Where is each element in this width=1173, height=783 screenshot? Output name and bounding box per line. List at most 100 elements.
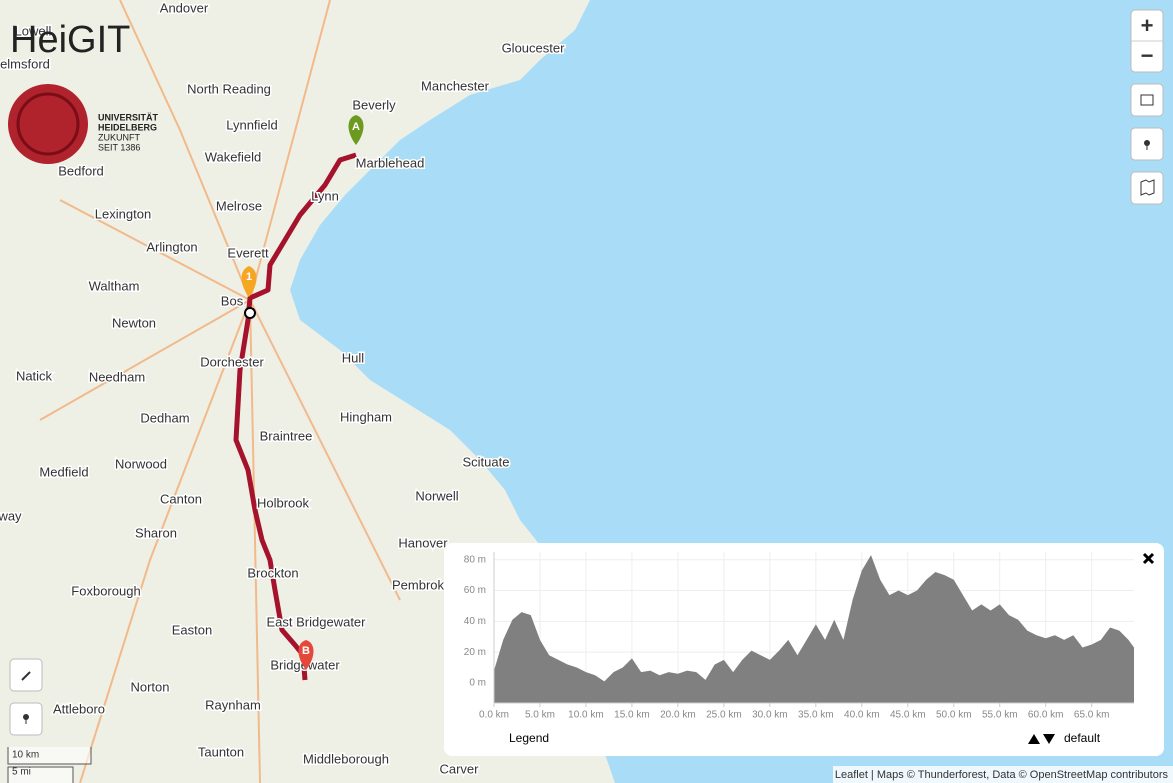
place-label: Pembrok bbox=[392, 577, 445, 592]
y-tick-label: 0 m bbox=[469, 678, 486, 689]
place-label: Sharon bbox=[135, 525, 177, 540]
place-labels: Andover Lowell elmsford Gloucester Mancheste… bbox=[0, 0, 567, 778]
side-button[interactable] bbox=[1130, 127, 1164, 161]
x-tick-label: 60.0 km bbox=[1028, 710, 1064, 721]
logo-text: HeiGIT bbox=[10, 19, 130, 61]
x-tick-label: 10.0 km bbox=[568, 710, 604, 721]
place-label: elmsford bbox=[0, 56, 50, 71]
x-tick-label: 50.0 km bbox=[936, 710, 972, 721]
university-seal bbox=[8, 84, 88, 164]
side-button[interactable] bbox=[9, 658, 43, 692]
legend-title: Legend bbox=[509, 731, 549, 745]
place-label: Foxborough bbox=[71, 583, 140, 598]
marker-label: A bbox=[352, 121, 360, 133]
place-label: East Bridgewater bbox=[267, 614, 367, 629]
x-tick-label: 20.0 km bbox=[660, 710, 696, 721]
x-tick-label: 5.0 km bbox=[525, 710, 555, 721]
place-label: Lowell bbox=[15, 23, 52, 38]
zoom-control: + − bbox=[1130, 9, 1164, 73]
place-label: Norwood bbox=[115, 456, 167, 471]
place-label: Braintree bbox=[260, 428, 313, 443]
marker-b[interactable]: B bbox=[298, 640, 314, 670]
place-label: Bos bbox=[221, 293, 244, 308]
place-label: Middleborough bbox=[303, 751, 389, 766]
scale-label: 5 mi bbox=[12, 767, 31, 778]
place-label: Melrose bbox=[216, 198, 262, 213]
attribution-box bbox=[833, 766, 1173, 783]
y-tick-label: 60 m bbox=[464, 585, 486, 596]
place-label: Lexington bbox=[95, 206, 151, 221]
place-label: Everett bbox=[227, 245, 269, 260]
place-label: Waltham bbox=[89, 278, 140, 293]
place-label: Arlington bbox=[146, 239, 197, 254]
place-label: Hanover bbox=[398, 535, 448, 550]
place-label: Lynn bbox=[311, 188, 339, 203]
side-button[interactable] bbox=[9, 702, 43, 736]
elevation-area bbox=[494, 555, 1134, 703]
place-label: Newton bbox=[112, 315, 156, 330]
y-tick-label: 80 m bbox=[464, 554, 486, 565]
place-label: Gloucester bbox=[502, 40, 566, 55]
scale-label: 10 km bbox=[12, 750, 39, 761]
place-label: Scituate bbox=[463, 454, 510, 469]
place-label: Raynham bbox=[205, 697, 261, 712]
place-label: Natick bbox=[16, 368, 53, 383]
place-label: Norton bbox=[130, 679, 169, 694]
place-label: Beverly bbox=[352, 97, 396, 112]
side-button[interactable] bbox=[1130, 83, 1164, 117]
place-label: North Reading bbox=[187, 81, 271, 96]
legend-entry: default bbox=[1064, 731, 1101, 745]
place-label: Brockton bbox=[247, 565, 298, 580]
place-label: Taunton bbox=[198, 744, 244, 759]
zoom-in[interactable]: + bbox=[1141, 13, 1154, 38]
x-tick-label: 35.0 km bbox=[798, 710, 834, 721]
x-tick-label: 15.0 km bbox=[614, 710, 650, 721]
university-text: SEIT 1386 bbox=[98, 142, 140, 152]
place-label: Andover bbox=[160, 0, 209, 15]
scale-km bbox=[7, 747, 92, 765]
roads bbox=[39, 0, 401, 783]
waypoint[interactable] bbox=[244, 307, 256, 319]
place-label: Marblehead bbox=[356, 155, 425, 170]
university-text: HEIDELBERG bbox=[98, 122, 157, 132]
place-label: way bbox=[0, 508, 22, 523]
place-label: Wakefield bbox=[205, 149, 262, 164]
place-label: Bedford bbox=[58, 163, 104, 178]
place-label: Attleboro bbox=[53, 701, 105, 716]
place-label: Lynnfield bbox=[226, 117, 278, 132]
place-label: Norwell bbox=[415, 488, 458, 503]
x-tick-label: 25.0 km bbox=[706, 710, 742, 721]
side-button[interactable] bbox=[1130, 171, 1164, 205]
x-tick-label: 30.0 km bbox=[752, 710, 788, 721]
place-label: Hingham bbox=[340, 409, 392, 424]
place-label: Holbrook bbox=[257, 495, 310, 510]
scale-mi bbox=[7, 766, 74, 783]
x-tick-label: 55.0 km bbox=[982, 710, 1018, 721]
attribution: Leaflet | Maps © Thunderforest, Data © O… bbox=[835, 769, 1169, 781]
legend-toggle[interactable] bbox=[1028, 734, 1055, 744]
place-label: Dedham bbox=[140, 410, 189, 425]
y-tick-label: 20 m bbox=[464, 647, 486, 658]
marker-label: 1 bbox=[246, 271, 252, 283]
place-label: Dorchester bbox=[200, 354, 264, 369]
elevation-chart: 0 m 20 m 40 m 60 m 80 m 0.0 km 5.0 km 10.0 km 15… bbox=[464, 552, 1134, 721]
close-button[interactable] bbox=[1142, 552, 1155, 565]
zoom-out[interactable]: − bbox=[1141, 43, 1154, 68]
marker-a[interactable]: A bbox=[348, 115, 364, 145]
marker-label: B bbox=[302, 645, 310, 657]
place-label: Medfield bbox=[39, 464, 88, 479]
marker-1[interactable]: 1 bbox=[241, 266, 257, 297]
place-label: Hull bbox=[342, 350, 365, 365]
seal-ring bbox=[16, 92, 80, 156]
y-tick-label: 40 m bbox=[464, 616, 486, 627]
x-tick-label: 65.0 km bbox=[1074, 710, 1110, 721]
x-tick-label: 45.0 km bbox=[890, 710, 926, 721]
place-label: Manchester bbox=[421, 78, 490, 93]
university-text: ZUKUNFT bbox=[98, 132, 140, 142]
x-tick-label: 40.0 km bbox=[844, 710, 880, 721]
place-label: Needham bbox=[89, 369, 145, 384]
university-text: UNIVERSITÄT bbox=[98, 112, 159, 122]
route bbox=[233, 152, 357, 681]
